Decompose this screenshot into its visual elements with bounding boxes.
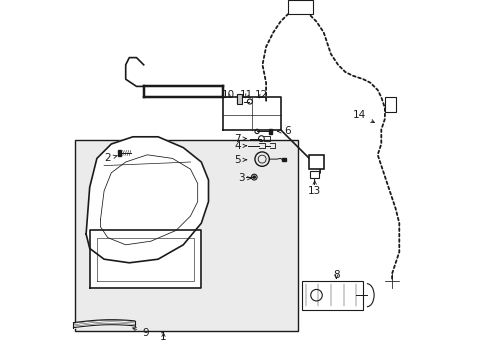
Bar — [287, 0, 312, 14]
Text: 8: 8 — [332, 270, 339, 280]
Polygon shape — [125, 58, 143, 86]
Text: 4: 4 — [234, 141, 246, 151]
Polygon shape — [223, 97, 280, 130]
Text: 13: 13 — [307, 180, 321, 196]
Text: 5: 5 — [234, 155, 246, 165]
Bar — [75, 140, 298, 331]
Text: 6: 6 — [277, 126, 290, 136]
Polygon shape — [89, 230, 201, 288]
Polygon shape — [118, 150, 121, 156]
Polygon shape — [268, 129, 271, 134]
Text: 7: 7 — [234, 134, 246, 144]
Bar — [309, 155, 323, 169]
Text: 3: 3 — [237, 173, 250, 183]
Polygon shape — [282, 158, 285, 161]
Bar — [237, 94, 242, 104]
Text: 10: 10 — [221, 90, 234, 100]
Bar — [384, 97, 395, 112]
Bar — [302, 281, 363, 310]
Circle shape — [253, 176, 255, 178]
Polygon shape — [86, 137, 208, 263]
Text: 12: 12 — [254, 90, 267, 100]
Text: 9: 9 — [132, 328, 148, 338]
Text: 14: 14 — [352, 110, 374, 122]
Text: 11: 11 — [240, 90, 253, 100]
Text: 2: 2 — [104, 153, 117, 163]
Bar — [309, 171, 318, 178]
Text: 1: 1 — [160, 332, 166, 342]
